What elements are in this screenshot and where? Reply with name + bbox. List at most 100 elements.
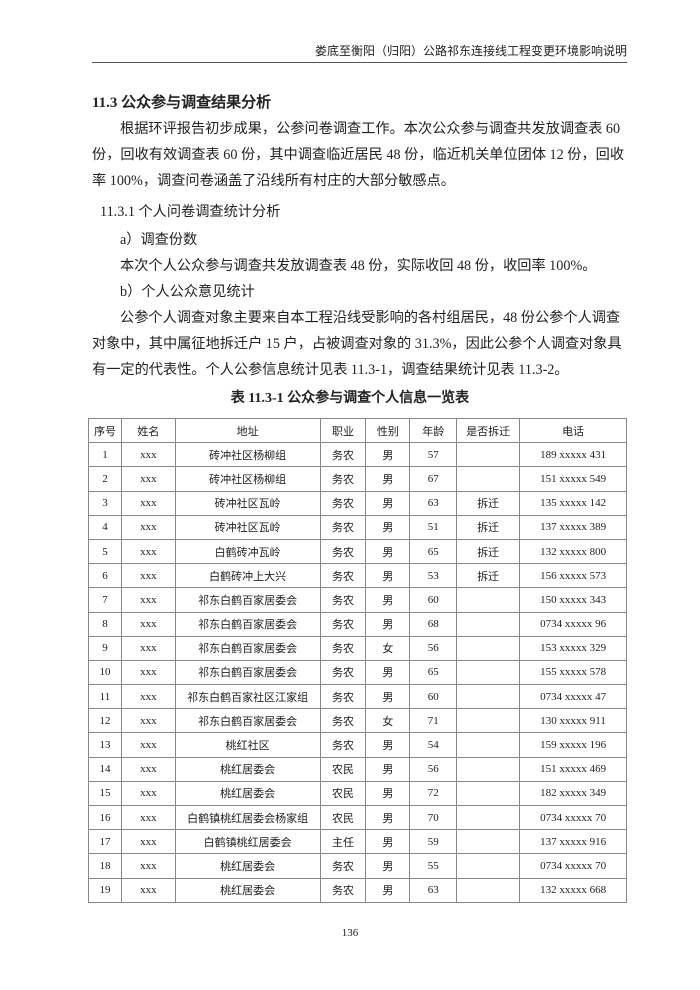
table-cell: xxx	[120, 635, 176, 661]
table-cell	[456, 684, 521, 710]
column-header: 地址	[174, 417, 321, 444]
table-cell: 男	[365, 659, 411, 686]
table-cell: 男	[365, 587, 411, 613]
table-row: 1 xxx 砖冲社区杨柳组 务农男 57 189 xxxxx 431	[88, 442, 627, 468]
table-cell: xxx	[120, 684, 176, 710]
table-cell: 务农	[319, 611, 367, 637]
table-row: 13 xxx 桃红社区 务农男 54 159 xxxxx 196	[88, 732, 627, 758]
table-cell: xxx	[120, 490, 176, 516]
table-row: 5 xxx 白鹤砖冲瓦岭 务农男 65 拆迁 132 xxxxx 800	[88, 538, 627, 565]
table-cell: 55	[409, 853, 458, 879]
table-cell: xxx	[120, 853, 176, 879]
table-cell: 务农	[319, 659, 367, 686]
table-cell: 63	[409, 877, 458, 903]
table-cell: 2	[88, 466, 122, 492]
table-row: 17 xxx 白鹤镇桃红居委会 主任男 59 137 xxxxx 916	[88, 829, 627, 855]
table-cell: xxx	[120, 514, 176, 540]
table-cell: xxx	[120, 732, 176, 758]
paragraph-survey-count: 本次个人公众参与调查共发放调查表 48 份，实际收回 48 份，收回率 100%…	[120, 258, 597, 274]
table-cell	[456, 442, 521, 468]
column-header: 是否拆迁	[456, 417, 521, 444]
table-cell: 桃红社区	[174, 732, 321, 758]
table-cell: 60	[409, 587, 458, 613]
table-cell: 桃红居委会	[174, 756, 321, 782]
table-cell: 务农	[319, 635, 367, 661]
table-cell: 男	[365, 684, 411, 710]
table-cell: 男	[365, 611, 411, 637]
table-cell: 白鹤镇桃红居委会	[174, 829, 321, 855]
table-cell: 男	[365, 514, 411, 540]
column-header: 职业	[319, 417, 367, 444]
table-cell: 17	[88, 829, 122, 855]
table-header-row: 序号 姓名 地址 职业 性别 年龄 是否拆迁 电话	[88, 417, 627, 444]
table-cell: 拆迁	[456, 514, 521, 540]
table-cell: 祁东白鹤百家社区江家组	[174, 684, 321, 710]
table-cell: 54	[409, 732, 458, 758]
table-cell: 70	[409, 804, 458, 831]
table-cell: 132 xxxxx 800	[519, 538, 627, 565]
table-cell: 5	[88, 538, 122, 565]
table-cell: 3	[88, 490, 122, 516]
table-cell: 19	[88, 877, 122, 903]
table-cell: 56	[409, 635, 458, 661]
table-cell: 1	[88, 442, 122, 468]
table-cell: 男	[365, 442, 411, 468]
table-cell: 桃红居委会	[174, 853, 321, 879]
personal-info-table: 序号 姓名 地址 职业 性别 年龄 是否拆迁 电话 1 xxx 砖冲社区杨柳组 务农男 57 189 x…	[88, 417, 627, 903]
table-row: 6 xxx 白鹤砖冲上大兴 务农男 53 拆迁 156 xxxxx 573	[88, 563, 627, 589]
table-cell: 务农	[319, 442, 367, 468]
table-cell: 51	[409, 514, 458, 540]
table-cell	[456, 804, 521, 831]
table-cell: xxx	[120, 780, 176, 807]
table-cell: 4	[88, 514, 122, 540]
table-cell: 12	[88, 708, 122, 734]
table-cell: 务农	[319, 538, 367, 565]
table-cell: xxx	[120, 563, 176, 589]
table-cell: 务农	[319, 490, 367, 516]
table-cell: 67	[409, 466, 458, 492]
table-cell: 男	[365, 804, 411, 831]
table-cell: 150 xxxxx 343	[519, 587, 627, 613]
table-cell: 56	[409, 756, 458, 782]
table-cell: 女	[365, 708, 411, 734]
table-cell: 祁东白鹤百家居委会	[174, 635, 321, 661]
table-cell: 0734 xxxxx 70	[519, 804, 627, 831]
table-cell: 10	[88, 659, 122, 686]
table-cell: 153 xxxxx 329	[519, 635, 627, 661]
table-row: 7 xxx 祁东白鹤百家居委会 务农男 60 150 xxxxx 343	[88, 587, 627, 613]
item-b-heading: b）个人公众意见统计	[120, 284, 255, 300]
table-cell: 务农	[319, 684, 367, 710]
table-cell: 务农	[319, 732, 367, 758]
table-cell: 男	[365, 490, 411, 516]
table-cell	[456, 732, 521, 758]
table-cell: 砖冲社区瓦岭	[174, 514, 321, 540]
table-cell: 135 xxxxx 142	[519, 490, 627, 516]
table-cell: 拆迁	[456, 563, 521, 589]
column-header: 序号	[88, 417, 122, 444]
column-header: 性别	[365, 417, 411, 444]
table-cell: 男	[365, 563, 411, 589]
table-cell	[456, 466, 521, 492]
table-cell: xxx	[120, 829, 176, 855]
table-cell: 白鹤砖冲瓦岭	[174, 538, 321, 565]
table-row: 2 xxx 砖冲社区杨柳组 务农男 67 151 xxxxx 549	[88, 466, 627, 492]
table-caption: 表 11.3-1 公众参与调查个人信息一览表	[230, 391, 470, 406]
table-cell: 156 xxxxx 573	[519, 563, 627, 589]
page-number: 136	[341, 927, 359, 939]
table-cell	[456, 780, 521, 807]
table-cell: 男	[365, 877, 411, 903]
table-cell	[456, 853, 521, 879]
table-row: 16 xxx 白鹤镇桃红居委会杨家组 农民男 70 0734 xxxxx 70	[88, 804, 627, 831]
table-cell: 9	[88, 635, 122, 661]
column-header: 姓名	[120, 417, 176, 444]
table-cell: xxx	[120, 708, 176, 734]
section-title: 11.3 公众参与调查结果分析	[92, 95, 272, 111]
table-cell: 男	[365, 853, 411, 879]
table-cell: 男	[365, 756, 411, 782]
table-cell: 务农	[319, 514, 367, 540]
table-cell: 农民	[319, 780, 367, 807]
table-cell	[456, 587, 521, 613]
table-cell: 15	[88, 780, 122, 807]
table-cell: 0734 xxxxx 70	[519, 853, 627, 879]
table-cell: 14	[88, 756, 122, 782]
